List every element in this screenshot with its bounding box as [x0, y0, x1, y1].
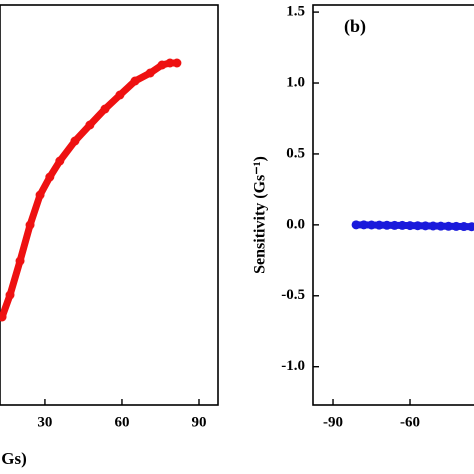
data-point [374, 220, 384, 230]
y-tick-label: 0.0 [286, 216, 305, 232]
data-point [85, 120, 95, 130]
x-tick-label: 30 [37, 414, 52, 430]
data-point [35, 190, 45, 200]
data-point [413, 221, 423, 231]
plot-frame [312, 4, 474, 406]
y-tick-label: -1.0 [281, 358, 305, 374]
y-tick-label: -0.5 [281, 287, 305, 303]
x-tick-label: 90 [191, 414, 206, 430]
y-tick-label: 0.5 [286, 145, 305, 161]
data-point [428, 221, 438, 231]
data-point [351, 220, 361, 230]
panel-label: (b) [344, 16, 366, 37]
data-point [0, 312, 7, 322]
data-point [444, 221, 454, 231]
data-point [467, 222, 474, 232]
data-point [382, 220, 392, 230]
data-point [145, 68, 155, 78]
data-point [405, 221, 415, 231]
x-tick-label: -60 [400, 414, 420, 430]
data-point [359, 220, 369, 230]
data-point [100, 104, 110, 114]
data-point [436, 221, 446, 231]
data-point [367, 220, 377, 230]
data-point [459, 222, 469, 232]
y-tick-label: 1.5 [286, 4, 305, 20]
data-point [70, 136, 80, 146]
data-point [172, 58, 182, 68]
data-point [25, 220, 35, 230]
data-point [397, 220, 407, 230]
x-tick-label: -90 [323, 414, 343, 430]
plot-frame [0, 4, 219, 406]
series-line [0, 59, 181, 321]
data-point [115, 90, 125, 100]
data-point [165, 58, 175, 68]
x-axis-label: Gs) [1, 449, 27, 468]
data-point [130, 76, 140, 86]
data-point [5, 290, 15, 300]
data-point [55, 156, 65, 166]
data-point [451, 221, 461, 231]
y-axis-label: Sensitivity (Gs⁻¹) [252, 156, 269, 274]
y-tick-label: 1.0 [286, 74, 305, 90]
data-point [157, 60, 167, 70]
data-point [15, 256, 25, 266]
data-point [390, 220, 400, 230]
data-point [45, 172, 55, 182]
x-tick-label: 60 [114, 414, 129, 430]
data-point [420, 221, 430, 231]
